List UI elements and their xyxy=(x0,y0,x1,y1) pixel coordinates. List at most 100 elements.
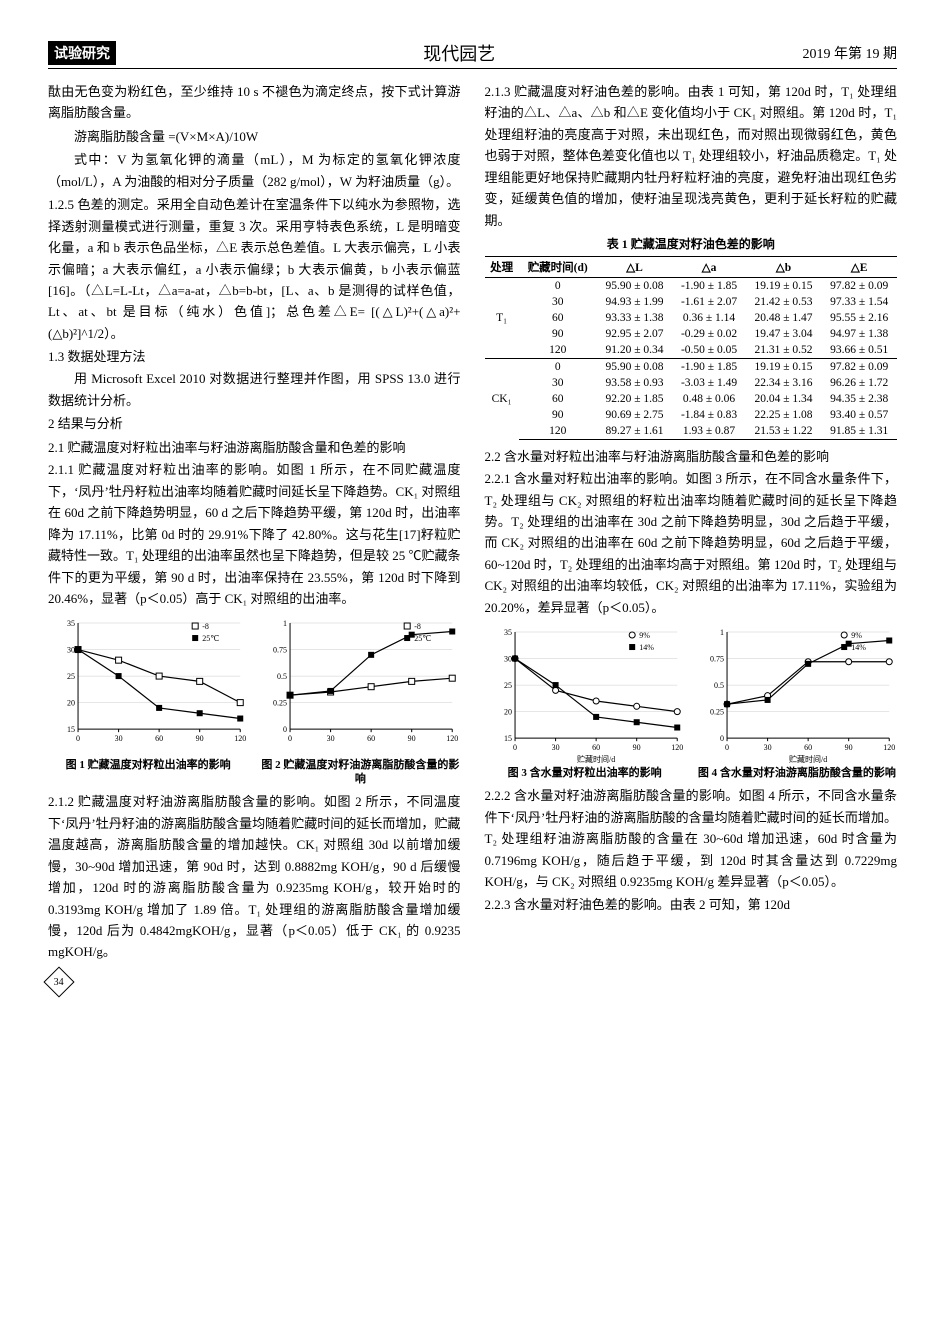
svg-text:0: 0 xyxy=(283,726,287,735)
svg-text:0.75: 0.75 xyxy=(273,646,287,655)
svg-text:15: 15 xyxy=(67,726,75,735)
chart-fig3: 15202530350306090120贮藏时间/d9%14% xyxy=(485,624,685,764)
svg-text:14%: 14% xyxy=(639,643,654,652)
svg-text:0: 0 xyxy=(720,734,724,743)
right-column: 2.1.3 贮藏温度对籽油色差的影响。由表 1 可知，第 120d 时，T₁ 处… xyxy=(485,81,898,993)
svg-text:0: 0 xyxy=(513,743,517,752)
td-cell: 120 xyxy=(519,423,597,440)
table-row: 3094.93 ± 1.99-1.61 ± 2.0721.42 ± 0.5397… xyxy=(485,294,898,310)
chart-fig1: 15202530350306090120-825℃ xyxy=(48,615,248,755)
svg-text:0.25: 0.25 xyxy=(710,708,724,717)
svg-text:25: 25 xyxy=(67,673,75,682)
heading-13: 1.3 数据处理方法 xyxy=(48,346,461,368)
svg-text:0.75: 0.75 xyxy=(710,655,724,664)
svg-text:0: 0 xyxy=(725,743,729,752)
left-column: 酞由无色变为粉红色，至少维持 10 s 不褪色为滴定终点，按下式计算游离脂肪酸含… xyxy=(48,81,461,993)
td-cell: 96.26 ± 1.72 xyxy=(821,375,897,391)
td-cell: 93.66 ± 0.51 xyxy=(821,342,897,359)
td-cell: -1.61 ± 2.07 xyxy=(672,294,745,310)
svg-text:-8: -8 xyxy=(414,622,421,631)
td-cell: 30 xyxy=(519,375,597,391)
svg-text:120: 120 xyxy=(446,735,458,744)
body-211: 如图 1 所示，在不同贮藏温度下，‘凤丹’牡丹籽粒出油率均随着贮藏时间延长呈下降… xyxy=(48,462,461,606)
table-row: T₁095.90 ± 0.08-1.90 ± 1.8519.19 ± 0.159… xyxy=(485,278,898,295)
table-row: 9092.95 ± 2.07-0.29 ± 0.0219.47 ± 3.0494… xyxy=(485,326,898,342)
svg-text:120: 120 xyxy=(883,743,895,752)
body-222: 如图 4 所示，不同含水量条件下‘凤丹’牡丹籽油的游离脂肪酸的含量均随着贮藏时间… xyxy=(485,788,898,889)
th-treatment: 处理 xyxy=(485,257,519,278)
td-cell: 95.55 ± 2.16 xyxy=(821,310,897,326)
td-cell: 19.19 ± 0.15 xyxy=(746,359,822,376)
formula-ffa: 游离脂肪酸含量 =(V×M×A)/10W xyxy=(48,126,461,147)
th-dl: △L xyxy=(597,257,673,278)
th-da: △a xyxy=(672,257,745,278)
para-212: 2.1.2 贮藏温度对籽油游离脂肪酸含量的影响。如图 2 所示，不同温度下‘凤丹… xyxy=(48,791,461,963)
figure-2-caption: 图 2 贮藏温度对籽油游离脂肪酸含量的影响 xyxy=(260,758,460,788)
heading-21: 2.1 贮藏温度对籽粒出油率与籽油游离脂肪酸含量和色差的影响 xyxy=(48,437,461,459)
td-cell: -3.03 ± 1.49 xyxy=(672,375,745,391)
table-1: 处理 贮藏时间(d) △L △a △b △E T₁095.90 ± 0.08-1… xyxy=(485,256,898,440)
table-1-header-row: 处理 贮藏时间(d) △L △a △b △E xyxy=(485,257,898,278)
td-cell: 90 xyxy=(519,407,597,423)
para-223: 2.2.3 含水量对籽油色差的影响。由表 2 可知，第 120d xyxy=(485,894,898,915)
svg-text:9%: 9% xyxy=(639,631,650,640)
figure-row-2: 15202530350306090120贮藏时间/d9%14% 图 3 含水量对… xyxy=(485,624,898,781)
heading-223: 2.2.3 含水量对籽油色差的影响。 xyxy=(485,897,670,912)
svg-text:0.5: 0.5 xyxy=(277,673,287,682)
svg-text:60: 60 xyxy=(592,743,600,752)
svg-text:60: 60 xyxy=(367,735,375,744)
svg-text:25℃: 25℃ xyxy=(202,635,219,644)
td-cell: 21.53 ± 1.22 xyxy=(746,423,822,440)
figure-4: 00.250.50.7510306090120贮藏时间/d9%14% 图 4 含… xyxy=(697,624,897,781)
td-group-label: CK₁ xyxy=(485,359,519,440)
heading-22: 2.2 含水量对籽粒出油率与籽油游离脂肪酸含量和色差的影响 xyxy=(485,446,898,468)
td-cell: 19.47 ± 3.04 xyxy=(746,326,822,342)
td-cell: 19.19 ± 0.15 xyxy=(746,278,822,295)
td-cell: 91.85 ± 1.31 xyxy=(821,423,897,440)
heading-213: 2.1.3 贮藏温度对籽油色差的影响。 xyxy=(485,84,688,99)
svg-text:35: 35 xyxy=(67,619,75,628)
svg-text:120: 120 xyxy=(671,743,683,752)
svg-text:25℃: 25℃ xyxy=(414,635,431,644)
para-intro-end: 酞由无色变为粉红色，至少维持 10 s 不褪色为滴定终点，按下式计算游离脂肪酸含… xyxy=(48,81,461,124)
td-cell: -0.50 ± 0.05 xyxy=(672,342,745,359)
svg-text:90: 90 xyxy=(632,743,640,752)
svg-text:90: 90 xyxy=(844,743,852,752)
svg-text:30: 30 xyxy=(551,743,559,752)
td-cell: 0 xyxy=(519,278,597,295)
td-cell: 30 xyxy=(519,294,597,310)
heading-222: 2.2.2 含水量对籽油游离脂肪酸含量的影响。 xyxy=(485,788,739,803)
td-cell: 20.04 ± 1.34 xyxy=(746,391,822,407)
th-db: △b xyxy=(746,257,822,278)
two-column-layout: 酞由无色变为粉红色，至少维持 10 s 不褪色为滴定终点，按下式计算游离脂肪酸含… xyxy=(48,81,897,993)
td-cell: 95.90 ± 0.08 xyxy=(597,359,673,376)
heading-212: 2.1.2 贮藏温度对籽油游离脂肪酸含量的影响。 xyxy=(48,794,324,809)
chart-fig2: 00.250.50.7510306090120-825℃ xyxy=(260,615,460,755)
td-cell: 1.93 ± 0.87 xyxy=(672,423,745,440)
page-number: 34 xyxy=(48,971,461,993)
svg-text:30: 30 xyxy=(115,735,123,744)
para-221: 2.2.1 含水量对籽粒出油率的影响。如图 3 所示，在不同含水量条件下，T₂ … xyxy=(485,468,898,618)
heading-125: 1.2.5 色差的测定。 xyxy=(48,197,157,212)
svg-text:20: 20 xyxy=(67,699,75,708)
svg-text:1: 1 xyxy=(720,628,724,637)
td-cell: 60 xyxy=(519,310,597,326)
svg-text:0.25: 0.25 xyxy=(273,699,287,708)
td-cell: 21.42 ± 0.53 xyxy=(746,294,822,310)
figure-2: 00.250.50.7510306090120-825℃ 图 2 贮藏温度对籽油… xyxy=(260,615,460,787)
body-125: 采用全自动色差计在室温条件下以纯水为参照物，选择透射测量模式进行测量，重复 3 … xyxy=(48,197,461,341)
chart-fig4: 00.250.50.7510306090120贮藏时间/d9%14% xyxy=(697,624,897,764)
svg-text:25: 25 xyxy=(504,681,512,690)
svg-text:20: 20 xyxy=(504,708,512,717)
td-cell: 20.48 ± 1.47 xyxy=(746,310,822,326)
para-13: 用 Microsoft Excel 2010 对数据进行整理并作图，用 SPSS… xyxy=(48,368,461,411)
svg-text:30: 30 xyxy=(327,735,335,744)
td-cell: 91.20 ± 0.34 xyxy=(597,342,673,359)
td-cell: 92.95 ± 2.07 xyxy=(597,326,673,342)
page-number-marker: 34 xyxy=(43,966,74,997)
table-row: CK₁095.90 ± 0.08-1.90 ± 1.8519.19 ± 0.15… xyxy=(485,359,898,376)
td-cell: 97.82 ± 0.09 xyxy=(821,359,897,376)
svg-text:14%: 14% xyxy=(851,643,866,652)
heading-211: 2.1.1 贮藏温度对籽粒出油率的影响。 xyxy=(48,462,277,477)
page-header: 试验研究 现代园艺 2019 年第 19 期 xyxy=(48,40,897,69)
